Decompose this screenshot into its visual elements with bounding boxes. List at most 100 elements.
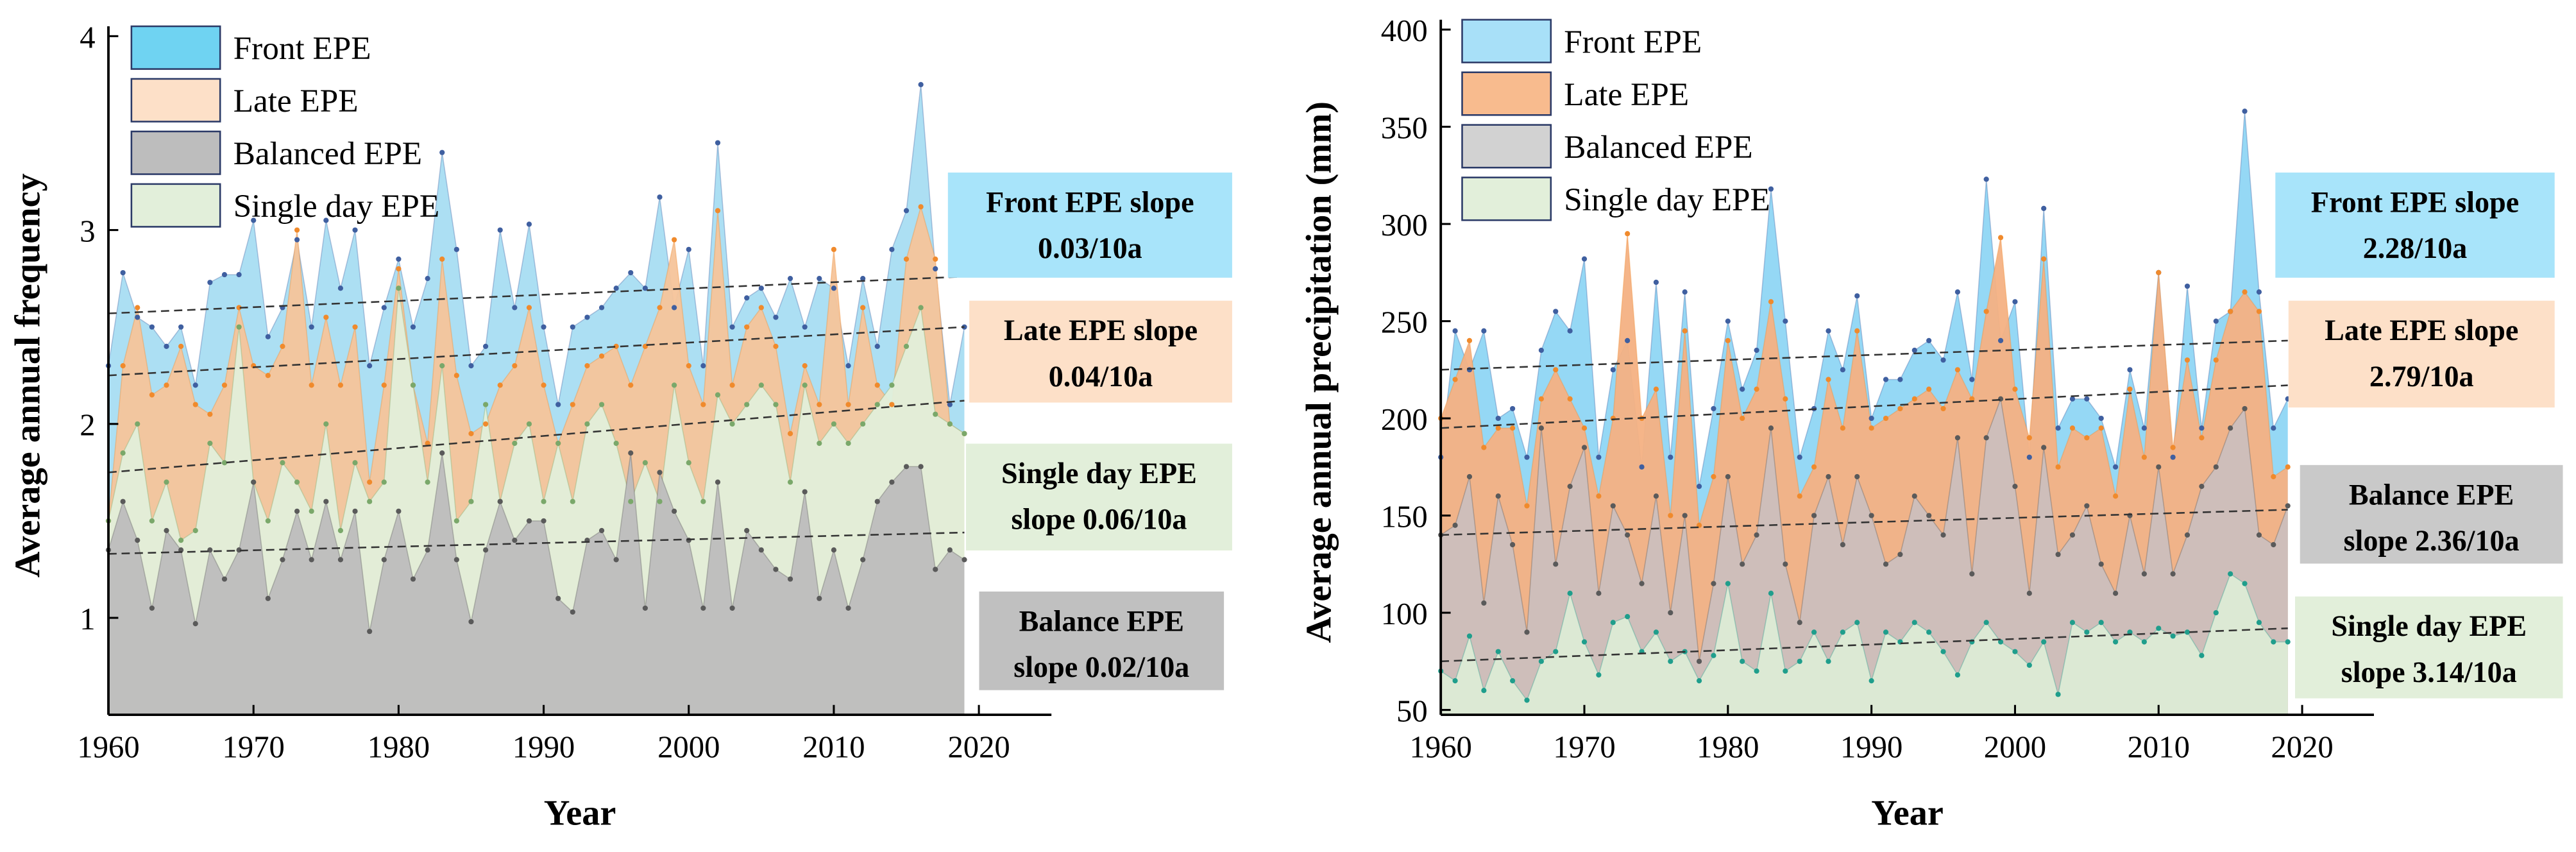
point bbox=[628, 450, 634, 456]
point bbox=[468, 430, 474, 437]
point bbox=[2127, 367, 2133, 373]
point bbox=[2170, 633, 2176, 639]
point bbox=[2170, 571, 2176, 577]
point bbox=[831, 547, 837, 553]
point bbox=[1510, 678, 1516, 684]
trend-line bbox=[1441, 384, 2288, 429]
point bbox=[2113, 493, 2119, 499]
point bbox=[598, 402, 605, 407]
point bbox=[410, 576, 416, 582]
point bbox=[381, 382, 387, 388]
point bbox=[1452, 522, 1458, 528]
point bbox=[1510, 425, 1516, 431]
legend-swatch bbox=[130, 183, 221, 228]
point bbox=[1567, 590, 1573, 596]
point bbox=[164, 382, 169, 388]
point bbox=[1768, 425, 1774, 431]
point bbox=[1911, 347, 1917, 354]
point bbox=[1682, 513, 1688, 518]
y-tick-label: 350 bbox=[1381, 111, 1428, 146]
point bbox=[1840, 425, 1845, 431]
point bbox=[468, 363, 474, 369]
trend-line bbox=[108, 326, 965, 377]
point bbox=[729, 324, 735, 330]
x-axis-label: Year bbox=[544, 794, 616, 833]
point bbox=[2012, 484, 2018, 490]
point bbox=[1969, 396, 1975, 402]
point bbox=[2055, 425, 2061, 431]
point bbox=[672, 382, 677, 388]
y-axis-label: Average annual precipitation (mm) bbox=[1300, 101, 1339, 643]
point bbox=[251, 479, 257, 485]
point bbox=[2141, 454, 2147, 460]
point bbox=[1797, 658, 1802, 664]
point bbox=[1481, 445, 1487, 450]
area bbox=[1441, 574, 2288, 715]
point bbox=[2041, 445, 2047, 450]
point bbox=[410, 324, 416, 330]
point bbox=[1940, 405, 1946, 412]
point bbox=[817, 276, 822, 282]
point bbox=[903, 256, 910, 262]
point bbox=[1510, 541, 1516, 548]
point bbox=[453, 557, 459, 563]
point bbox=[1997, 396, 2004, 402]
point bbox=[439, 363, 445, 369]
point bbox=[309, 324, 314, 330]
point bbox=[657, 194, 663, 200]
y-tick-label: 250 bbox=[1381, 305, 1428, 340]
point bbox=[1567, 396, 1573, 402]
point bbox=[1811, 464, 1817, 470]
point bbox=[178, 324, 184, 330]
point bbox=[1653, 279, 1659, 285]
point bbox=[1811, 513, 1817, 518]
point bbox=[120, 363, 126, 369]
point bbox=[817, 595, 822, 601]
point bbox=[787, 479, 793, 485]
point bbox=[1610, 620, 1616, 626]
point bbox=[598, 353, 605, 359]
point bbox=[2026, 454, 2032, 460]
point bbox=[758, 382, 764, 388]
point bbox=[1883, 561, 1889, 567]
point bbox=[1840, 367, 1845, 373]
point bbox=[2113, 464, 2119, 470]
point bbox=[1883, 415, 1889, 422]
point bbox=[439, 149, 445, 155]
y-tick-label: 3 bbox=[80, 214, 95, 249]
area-outline bbox=[108, 205, 965, 521]
point bbox=[1868, 425, 1874, 431]
trend-line bbox=[108, 531, 965, 555]
point bbox=[497, 227, 503, 233]
point bbox=[1840, 541, 1845, 548]
point bbox=[817, 440, 822, 447]
legend-swatch bbox=[130, 78, 221, 123]
x-tick-label: 1970 bbox=[1553, 730, 1615, 765]
point bbox=[1696, 484, 1702, 490]
point bbox=[1495, 493, 1501, 499]
point bbox=[1524, 503, 1530, 509]
point bbox=[962, 324, 967, 330]
point bbox=[729, 382, 735, 388]
point bbox=[1854, 620, 1860, 626]
point bbox=[2170, 445, 2176, 450]
point bbox=[831, 285, 837, 291]
point bbox=[918, 464, 924, 470]
point bbox=[802, 489, 808, 495]
point bbox=[715, 392, 721, 398]
point bbox=[1625, 532, 1631, 538]
point bbox=[410, 382, 416, 388]
point bbox=[541, 382, 547, 388]
point bbox=[352, 460, 358, 466]
point bbox=[512, 305, 518, 311]
point bbox=[294, 227, 300, 233]
point bbox=[2213, 609, 2219, 616]
point bbox=[1725, 337, 1731, 343]
point bbox=[700, 402, 706, 407]
point bbox=[903, 343, 910, 350]
point bbox=[817, 402, 822, 407]
point bbox=[933, 411, 938, 417]
point bbox=[367, 479, 373, 485]
point bbox=[903, 208, 910, 214]
